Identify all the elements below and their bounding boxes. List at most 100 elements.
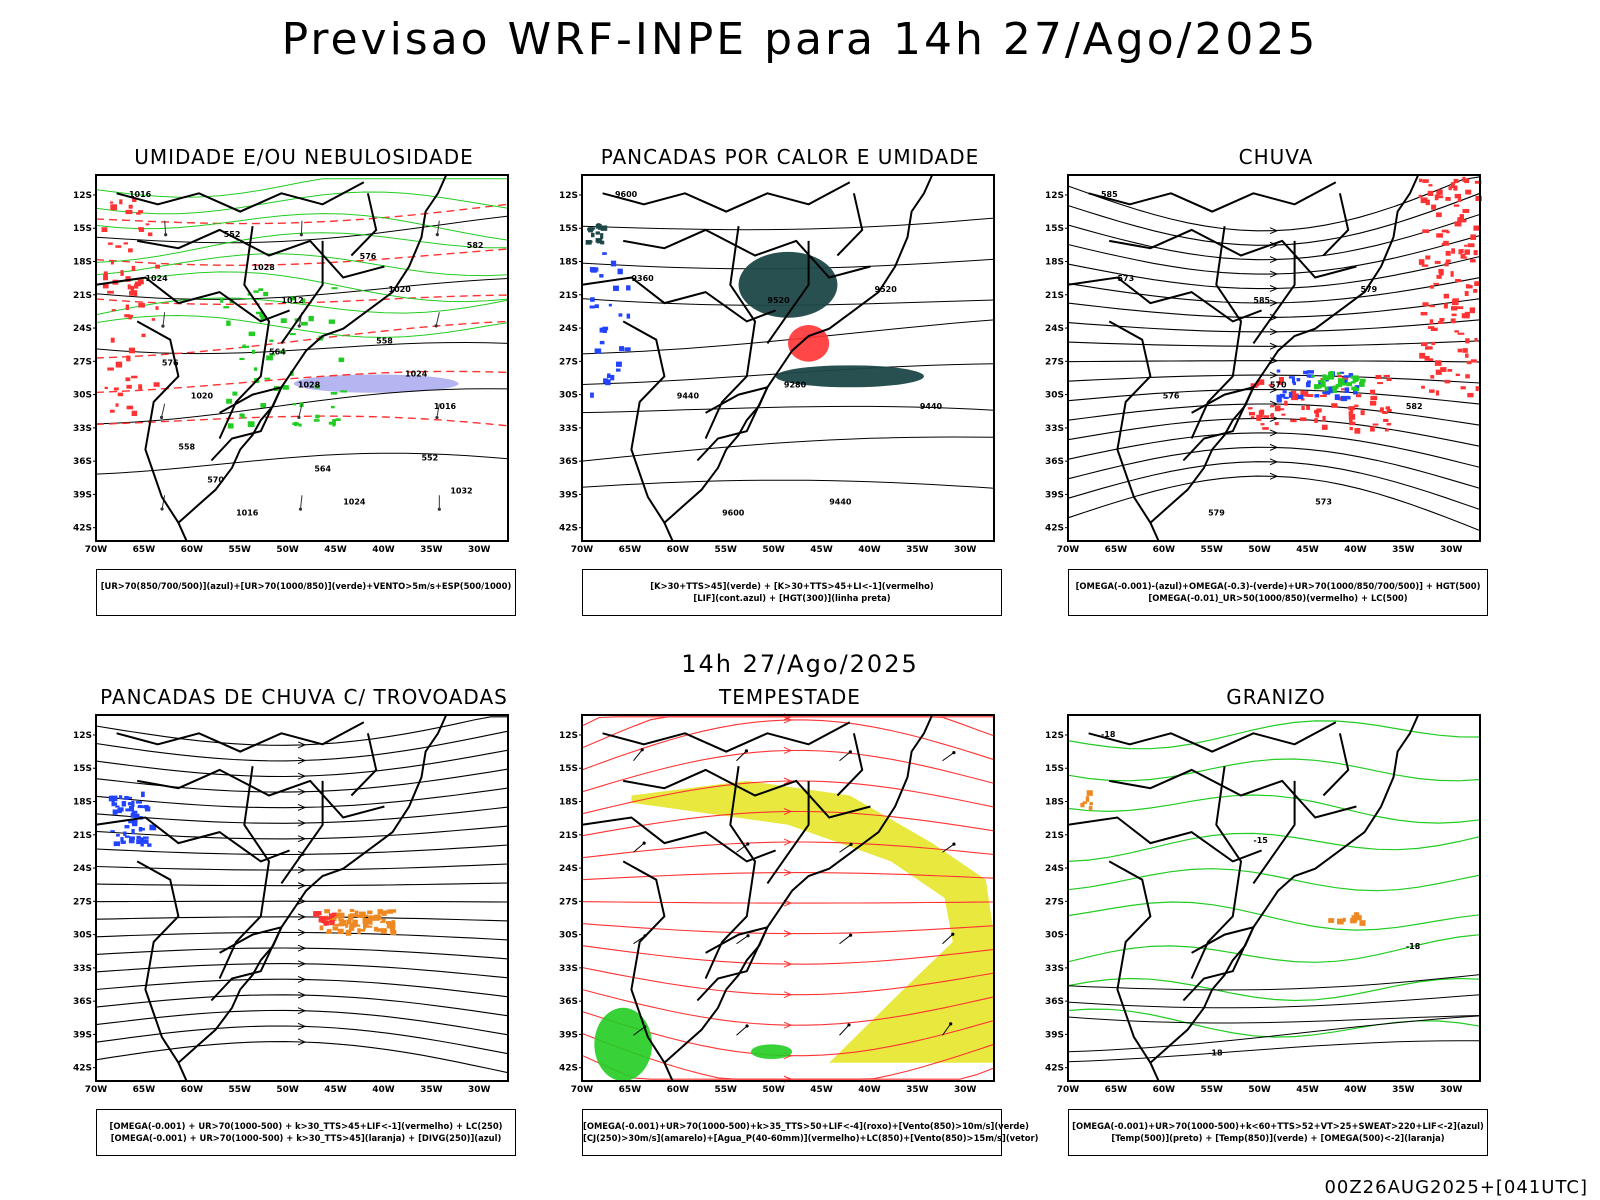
streamline-arrow xyxy=(783,716,793,724)
contour-line xyxy=(581,217,995,231)
omega-orange xyxy=(1337,918,1344,925)
caption-line: [OMEGA(-0.001)+UR>70(1000-500)+k<60+TTS>… xyxy=(1072,1121,1484,1131)
country-border xyxy=(137,768,385,819)
lon-tick-label: 65W xyxy=(619,545,642,555)
lif-contour xyxy=(602,252,607,255)
contour-line xyxy=(1067,1015,1481,1053)
omega-orange xyxy=(1328,918,1335,923)
rain-area xyxy=(1337,375,1342,378)
panel-title: PANCADAS POR CALOR E UMIDADE xyxy=(600,145,980,169)
omega-green xyxy=(1328,371,1335,378)
omega-green xyxy=(1320,381,1326,388)
thunder-area xyxy=(332,926,339,931)
thunder-area xyxy=(386,922,394,929)
streamline xyxy=(1067,432,1481,468)
omega-blue xyxy=(1288,376,1295,379)
instability-patch xyxy=(595,231,600,235)
country-border xyxy=(1322,193,1350,257)
lon-tick-label: 65W xyxy=(133,545,156,555)
country-border xyxy=(1190,766,1243,979)
wind-vector xyxy=(942,933,954,945)
lat-tick-label: 33S xyxy=(73,964,92,974)
lif-contour xyxy=(613,285,619,291)
green-patch xyxy=(269,353,276,356)
divergence-area xyxy=(128,805,135,812)
green-patch xyxy=(289,333,296,336)
rain-area xyxy=(1422,302,1429,307)
lat-tick-label: 27S xyxy=(1045,897,1064,907)
rain-area xyxy=(1462,208,1470,214)
divergence-area xyxy=(140,842,144,847)
contour-label: 558 xyxy=(376,336,393,345)
red-patch xyxy=(115,403,119,407)
thunder-area xyxy=(335,913,339,918)
contour-label: -15 xyxy=(1253,836,1268,845)
red-patch xyxy=(107,367,114,371)
rain-area xyxy=(1458,249,1462,255)
rain-area xyxy=(1460,253,1466,259)
rain-area xyxy=(1290,419,1297,423)
rain-area xyxy=(1372,423,1379,426)
rain-area xyxy=(1383,418,1389,422)
contour-line xyxy=(95,297,509,316)
omega-blue xyxy=(1318,381,1322,387)
thunder-area xyxy=(373,926,379,932)
thunder-severe xyxy=(331,912,337,917)
rain-area xyxy=(1349,426,1353,431)
lat-tick-label: 36S xyxy=(559,997,578,1007)
rain-area xyxy=(1462,176,1466,182)
wind-vector-head xyxy=(297,415,301,420)
wind-vector xyxy=(942,1023,952,1036)
divergence-area xyxy=(141,791,145,798)
lat-tick-label: 21S xyxy=(1045,831,1064,841)
lat-tick-label: 36S xyxy=(1045,997,1064,1007)
country-border xyxy=(1182,385,1256,462)
green-patch xyxy=(266,355,273,361)
red-patch xyxy=(101,227,108,233)
thunder-area xyxy=(337,923,344,927)
thunder-area xyxy=(353,924,361,927)
thunder-area xyxy=(369,920,373,925)
lif-contour xyxy=(618,313,623,317)
divergence-area xyxy=(120,840,126,844)
rain-area xyxy=(1341,376,1349,380)
lon-tick-label: 35W xyxy=(906,1085,929,1095)
rain-area xyxy=(1474,338,1478,342)
divergence-area xyxy=(124,835,130,838)
streamline-arrow xyxy=(297,913,307,921)
lat-tick-label: 15S xyxy=(559,224,578,234)
streamline-arrow xyxy=(1269,472,1279,480)
thunder-area xyxy=(363,923,367,929)
lon-tick-label: 50W xyxy=(1248,545,1271,555)
rain-area xyxy=(1301,406,1305,411)
omega-blue xyxy=(1296,377,1301,382)
lif-contour xyxy=(615,361,622,367)
lon-tick-label: 50W xyxy=(276,1085,299,1095)
lon-tick-label: 70W xyxy=(571,1085,594,1095)
green-patch xyxy=(251,349,255,354)
lon-tick-label: 70W xyxy=(85,1085,108,1095)
contour-label: 1020 xyxy=(191,391,214,400)
thunder-area xyxy=(376,928,383,932)
streamline xyxy=(1067,446,1481,489)
lat-tick-label: 30S xyxy=(1045,391,1064,401)
rain-area xyxy=(1470,234,1477,240)
streamline xyxy=(581,966,995,996)
red-patch xyxy=(141,333,146,338)
rain-area xyxy=(1348,406,1355,411)
red-patch xyxy=(126,405,134,410)
green-patch xyxy=(298,423,302,427)
rain-area xyxy=(1467,392,1474,398)
contour-line xyxy=(95,253,509,277)
caption-line: [OMEGA(-0.001)+UR>70(1000-500)+k>35_TTS>… xyxy=(583,1121,1029,1131)
lif-contour xyxy=(594,348,602,354)
rain-area xyxy=(1315,411,1320,418)
thunder-area xyxy=(327,929,332,934)
contour-label: 1024 xyxy=(343,497,366,506)
lon-tick-label: 60W xyxy=(1153,545,1176,555)
green-patch xyxy=(220,298,224,303)
wind-vector-head xyxy=(297,324,301,328)
wind-vector xyxy=(839,1024,850,1036)
omega-green xyxy=(1332,385,1339,389)
lon-tick-label: 45W xyxy=(324,545,347,555)
